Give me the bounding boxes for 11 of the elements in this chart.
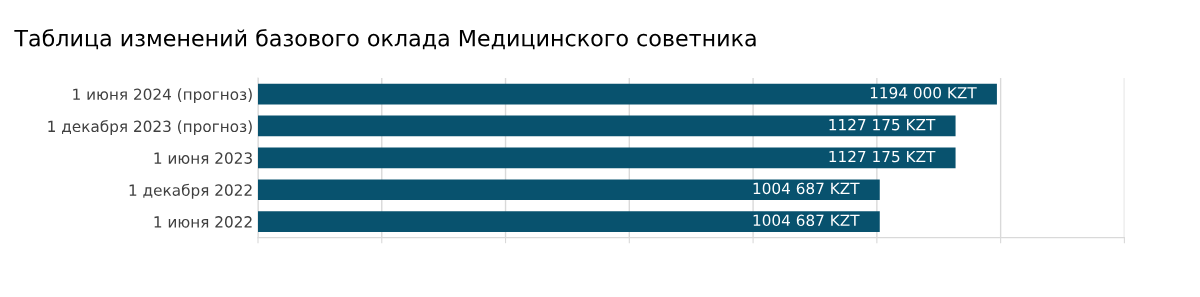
y-tick-label: 1 июня 2023 [154,152,252,164]
data-label: 1194 000 KZT [870,86,977,99]
data-label: 1004 687 KZT [753,214,860,227]
y-tick-label: 1 июня 2022 [154,216,252,228]
data-label: 1004 687 KZT [753,182,860,195]
data-label: 1127 175 KZT [829,150,936,163]
y-tick-label: 1 декабря 2023 (прогноз) [48,120,252,136]
y-tick-label: 1 июня 2024 (прогноз) [73,88,252,104]
data-label: 1127 175 KZT [829,118,936,131]
y-tick-label: 1 декабря 2022 [129,183,252,199]
chart-title: Таблица изменений базового оклада Медицинского советника [14,28,756,50]
